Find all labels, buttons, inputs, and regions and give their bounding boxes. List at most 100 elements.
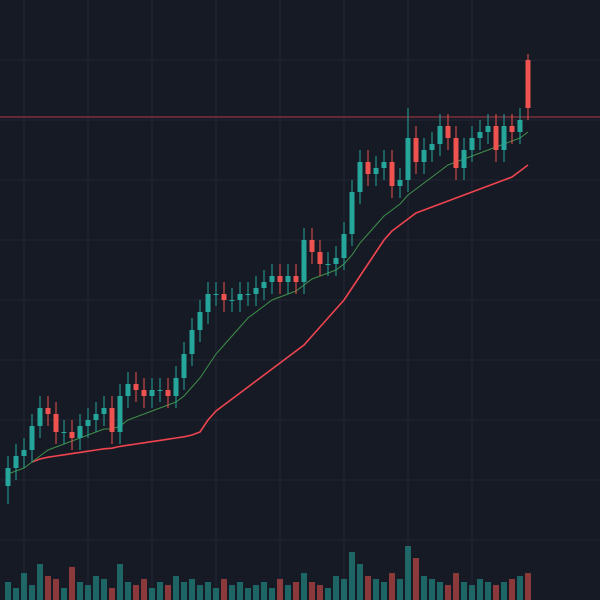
candle-body: [349, 192, 355, 234]
candle-body: [109, 408, 115, 432]
volume-bar: [5, 582, 11, 600]
volume-bar: [37, 564, 43, 600]
volume-bar: [229, 585, 235, 600]
candle-body: [277, 276, 283, 282]
volume-bar: [357, 564, 363, 600]
volume-bar: [117, 564, 123, 600]
volume-bar: [245, 588, 251, 600]
candle-body: [461, 150, 467, 168]
volume-bar: [341, 579, 347, 600]
candle-body: [357, 162, 363, 192]
candle-body: [365, 162, 371, 174]
volume-bar: [517, 576, 523, 600]
volume-bar: [461, 582, 467, 600]
candle-body: [493, 126, 499, 150]
candle-body: [501, 126, 507, 150]
volume-bar: [293, 582, 299, 600]
candle-body: [253, 288, 259, 294]
volume-bar: [501, 582, 507, 600]
volume-bar: [61, 588, 67, 600]
volume-bar: [349, 552, 355, 600]
volume-bar: [477, 579, 483, 600]
candle-body: [381, 162, 387, 168]
volume-bar: [29, 585, 35, 600]
candle-body: [221, 294, 227, 300]
volume-bar: [509, 579, 515, 600]
volume-bar: [53, 579, 59, 600]
volume-bar: [253, 585, 259, 600]
candle-body: [189, 330, 195, 354]
candle-body: [317, 252, 323, 264]
candle-body: [181, 354, 187, 378]
candle-body: [237, 294, 243, 300]
volume-bar: [317, 585, 323, 600]
volume-bar: [109, 588, 115, 600]
volume-bar: [181, 582, 187, 600]
volume-bar: [101, 579, 107, 600]
volume-bar: [141, 579, 147, 600]
volume-bar: [125, 582, 131, 600]
candle-body: [269, 276, 275, 282]
volume-bar: [381, 582, 387, 600]
candle-body: [165, 390, 171, 396]
volume-bar: [397, 579, 403, 600]
volume-bar: [221, 579, 227, 600]
volume-bar: [525, 573, 531, 600]
volume-bar: [405, 546, 411, 600]
candle-body: [125, 384, 131, 396]
candle-body: [477, 132, 483, 138]
candle-body: [141, 390, 147, 396]
candle-body: [157, 390, 163, 391]
volume-bar: [45, 576, 51, 600]
candle-body: [197, 312, 203, 330]
candle-body: [205, 294, 211, 312]
candle-body: [405, 138, 411, 180]
volume-bar: [413, 558, 419, 600]
volume-bar: [93, 576, 99, 600]
volume-bar: [13, 588, 19, 600]
candle-body: [21, 450, 27, 456]
candle-body: [61, 432, 67, 433]
candle-body: [429, 144, 435, 150]
candle-body: [173, 378, 179, 396]
candle-body: [333, 258, 339, 264]
volume-bar: [437, 582, 443, 600]
candle-body: [285, 276, 291, 282]
candle-body: [133, 384, 139, 390]
candle-body: [77, 426, 83, 438]
candle-body: [93, 414, 99, 420]
volume-bar: [149, 588, 155, 600]
volume-bar: [373, 579, 379, 600]
volume-bar: [285, 585, 291, 600]
slow-ma-line: [31, 164, 529, 463]
volume-bar: [445, 585, 451, 600]
candle-body: [45, 408, 51, 414]
candle-body: [293, 276, 299, 282]
candle-body: [245, 294, 251, 295]
candle-body: [37, 408, 43, 426]
fast-ma-line: [7, 131, 529, 475]
volume-bar: [453, 573, 459, 600]
candle-body: [309, 240, 315, 252]
candle-body: [53, 414, 59, 432]
volume-bar: [133, 585, 139, 600]
volume-bar: [77, 582, 83, 600]
volume-bar: [277, 579, 283, 600]
candle-body: [85, 420, 91, 426]
volume-bar: [205, 582, 211, 600]
volume-bar: [261, 582, 267, 600]
volume-bar: [469, 585, 475, 600]
candle-body: [13, 456, 19, 468]
candle-body: [509, 126, 515, 132]
candle-body: [397, 180, 403, 186]
candle-body: [469, 138, 475, 150]
candle-body: [413, 138, 419, 162]
candle-body: [525, 60, 531, 108]
volume-bar: [173, 576, 179, 600]
volume-bar: [237, 582, 243, 600]
volume-bar: [21, 573, 27, 600]
volume-bar: [333, 576, 339, 600]
volume-bar: [309, 582, 315, 600]
candle-body: [229, 300, 235, 301]
candle-body: [101, 408, 107, 414]
